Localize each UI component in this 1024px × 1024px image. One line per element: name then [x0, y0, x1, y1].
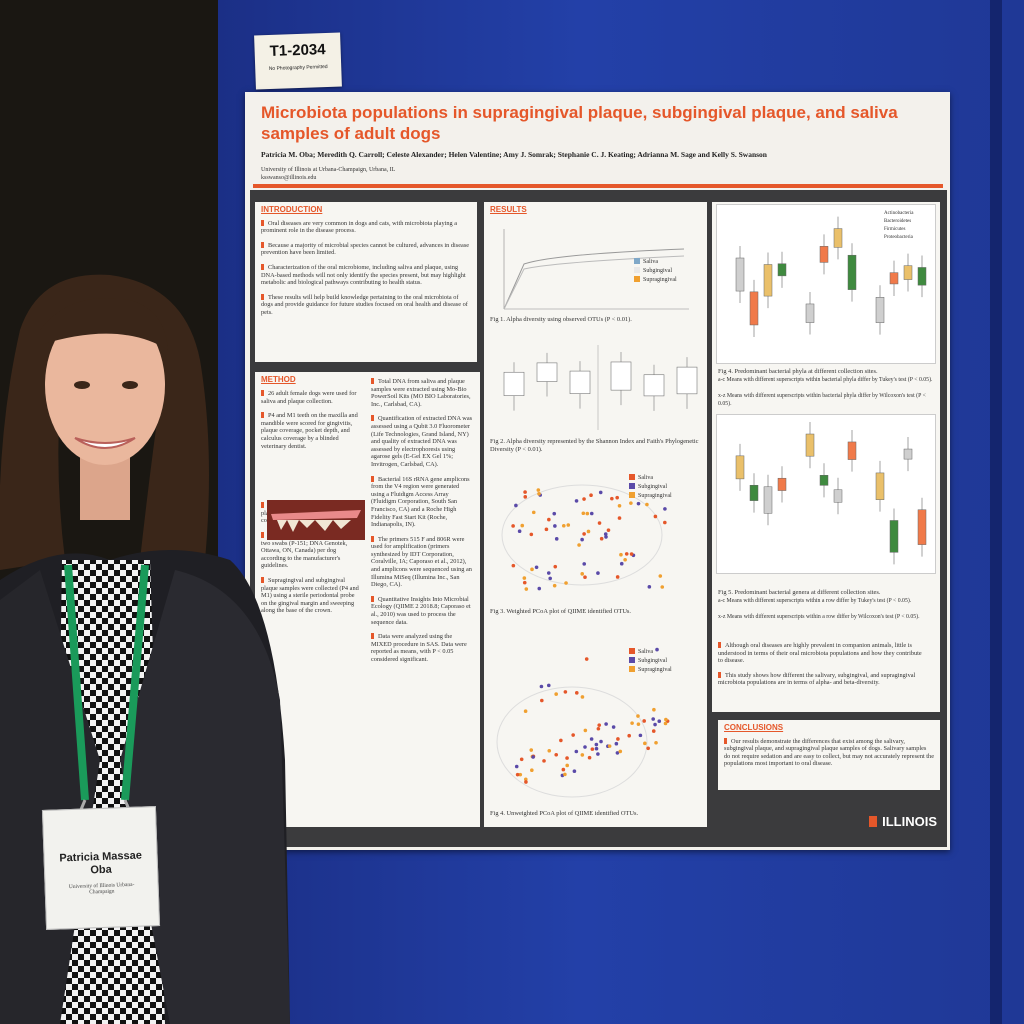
bullet: Total DNA from saliva and plaque samples… [371, 378, 474, 408]
name-badge: Patricia Massae Oba University of Illino… [41, 806, 161, 930]
bullet: Supragingival and subgingival plaque sam… [261, 576, 359, 615]
introduction-panel: INTRODUCTION Oral diseases are very comm… [255, 202, 477, 362]
bullet: Although oral diseases are highly preval… [718, 642, 928, 665]
legend-label: Saliva [643, 259, 658, 265]
figure-plot [716, 414, 936, 574]
figure-caption: Fig 5. Predominant bacterial genera at d… [718, 589, 881, 596]
legend-swatch [629, 666, 635, 672]
legend-entry: Saliva [629, 648, 653, 657]
legend-label: Proteobacteria [884, 235, 913, 240]
dog-teeth-photo [267, 500, 365, 540]
section-heading: RESULTS [490, 205, 527, 214]
university-logo: ILLINOIS [869, 814, 937, 829]
badge-name: Patricia Massae Oba [59, 849, 143, 877]
bullet: These results will help build knowledge … [261, 294, 471, 317]
poster-authors: Patricia M. Oba; Meredith Q. Carroll; Ce… [261, 150, 767, 159]
legend-label: Supragingival [638, 493, 672, 499]
poster-body: INTRODUCTION Oral diseases are very comm… [250, 190, 947, 847]
bullet: P4 and M1 teeth on the maxilla and mandi… [261, 412, 358, 450]
legend-swatch [629, 483, 635, 489]
figure-plot [503, 345, 698, 430]
legend-label: Supragingival [643, 277, 677, 283]
title-rule [253, 184, 943, 188]
legend-entry: Supragingival [629, 492, 672, 501]
legend-label: Subgingival [638, 484, 668, 490]
poster-affiliations: University of Illinois at Urbana-Champai… [261, 166, 941, 182]
bullet: Quantification of extracted DNA was asse… [371, 415, 473, 468]
legend-entry: Subgingival [629, 657, 667, 666]
figure-caption: Fig 4. Unweighted PCoA plot of QIIME ide… [490, 810, 639, 817]
legend-entry: Supragingival [629, 666, 672, 675]
figure-caption: Fig 4. Predominant bacterial phyla at di… [718, 368, 878, 375]
bullet: Bacterial 16S rRNA gene amplicons from t… [371, 476, 474, 529]
figure-note: x-z Means with different superscripts wi… [718, 393, 926, 407]
figure-plot [503, 229, 689, 310]
figure-plot [501, 484, 667, 591]
bullet: The primers 515 F and 806R were used for… [371, 536, 474, 589]
bullet: Data were analyzed using the MIXED proce… [371, 633, 474, 663]
method-panel: METHOD 26 adult female dogs were used fo… [255, 372, 480, 827]
bullet: Oral diseases are very common in dogs an… [261, 220, 471, 235]
legend-label: Saliva [638, 649, 653, 655]
poster: Microbiota populations in supragingival … [245, 92, 950, 850]
legend-entry: Saliva [634, 258, 658, 267]
badge-organization: University of Illinois Urbana-Champaign [68, 881, 135, 896]
figure-note: a-c Means with different superscripts wi… [718, 598, 912, 604]
legend-swatch [629, 648, 635, 654]
email: ksswanso@illinois.edu [261, 175, 317, 181]
figure-caption: Fig 2. Alpha diversity represented by th… [490, 438, 699, 453]
legend-label: Firmicutes [884, 227, 906, 232]
legend-entry: Saliva [629, 474, 653, 483]
legend-label: Actinobacteria [884, 211, 914, 216]
legend-label: Bacteroidetes [884, 219, 912, 224]
legend-entry: Subgingival [629, 483, 667, 492]
bullet: Because a majority of microbial species … [261, 241, 470, 257]
bullet: Characterization of the oral microbiome,… [261, 264, 471, 287]
results-panel-right: Actinobacteria Bacteroidetes Firmicutes Pro… [712, 202, 940, 712]
affiliation: University of Illinois at Urbana-Champai… [261, 167, 396, 173]
poster-title: Microbiota populations in supragingival … [261, 103, 898, 143]
bullet: Quantitative Insights Into Microbial Eco… [371, 596, 474, 626]
board-frame [990, 0, 1002, 1024]
legend-label: Subgingival [643, 268, 673, 274]
figure-plot [496, 647, 670, 798]
figure-caption: Fig 1. Alpha diversity using observed OT… [490, 316, 632, 323]
legend-swatch [634, 258, 640, 264]
legend-swatch [629, 474, 635, 480]
figure-note: x-z Means with different superscripts wi… [718, 614, 920, 620]
legend-entry: Supragingival [634, 276, 677, 285]
figure-note: a-c Means with different superscripts wi… [718, 377, 933, 383]
legend-label: Supragingival [638, 667, 672, 673]
conclusion-text: Our results demonstrate the differences … [724, 737, 934, 768]
legend-swatch [634, 276, 640, 282]
section-heading: METHOD [261, 375, 296, 384]
legend-label: Saliva [638, 475, 653, 481]
legend-swatch [629, 492, 635, 498]
bullet-list: Although oral diseases are highly preval… [712, 642, 934, 694]
section-heading: CONCLUSIONS [724, 723, 784, 732]
figure-plot [716, 204, 936, 364]
conclusions-panel: CONCLUSIONS Our results demonstrate the … [718, 720, 940, 790]
bullet: 26 adult female dogs were used for saliv… [261, 390, 359, 405]
results-panel: RESULTS Saliva Subgingival Supragingival Fi… [484, 202, 707, 827]
figure-caption: Fig 3. Weighted PCoA plot of QIIME ident… [490, 608, 632, 615]
bullet: This study shows how different the saliv… [718, 672, 928, 687]
section-heading: INTRODUCTION [261, 205, 323, 214]
legend-entry: Subgingival [634, 267, 672, 276]
legend-swatch [629, 657, 635, 663]
method-column: Total DNA from saliva and plaque samples… [365, 378, 480, 671]
legend-swatch [634, 267, 640, 273]
legend-label: Subgingival [638, 658, 668, 664]
